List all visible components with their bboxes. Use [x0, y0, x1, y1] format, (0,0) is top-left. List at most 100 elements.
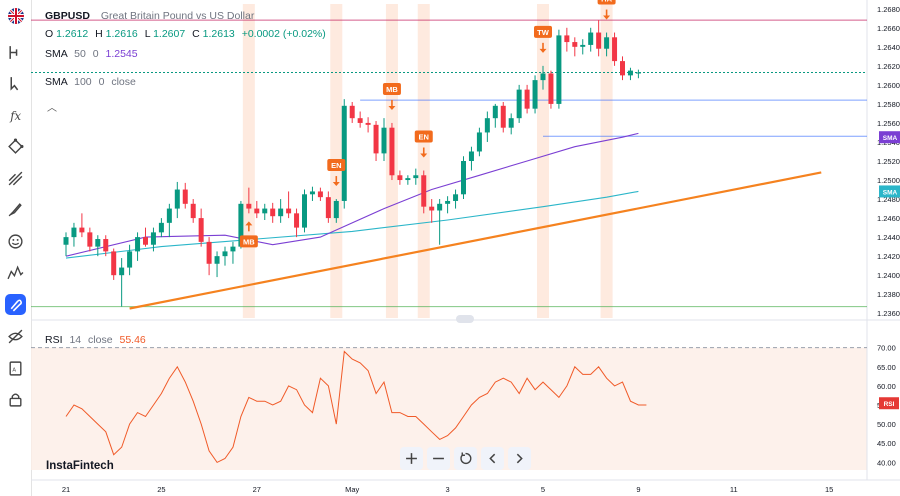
candle-body: [580, 44, 586, 47]
candle: [572, 37, 578, 57]
candle: [373, 121, 379, 161]
candle-body: [484, 118, 490, 133]
scroll-right-button[interactable]: [508, 447, 531, 470]
ruler-icon[interactable]: A: [5, 358, 26, 379]
patterns-icon[interactable]: [5, 262, 26, 283]
price-tick-label: 1.2500: [877, 176, 900, 185]
price-tick-label: 1.2520: [877, 157, 900, 166]
emoji-icon[interactable]: [5, 231, 26, 252]
symbol-legend: GBPUSD Great Britain Pound vs US Dollar: [45, 10, 254, 22]
price-tick-label: 1.2600: [877, 81, 900, 90]
scroll-left-button[interactable]: [481, 447, 504, 470]
candle: [468, 146, 474, 171]
marker-arrowhead: [420, 153, 428, 158]
zoom-in-button[interactable]: [400, 447, 423, 470]
marker-label: EN: [331, 161, 341, 170]
candle: [389, 122, 395, 181]
candle: [341, 99, 347, 209]
marker-label: TW: [537, 28, 550, 37]
candle-body: [317, 191, 323, 198]
sma50-price-tag-label-box: [879, 131, 900, 144]
candle: [143, 227, 148, 247]
candle: [635, 69, 641, 79]
marker-badge: [327, 159, 346, 172]
candle: [461, 156, 466, 200]
candle-body: [214, 256, 220, 264]
candle: [230, 241, 236, 264]
time-tick-label: 5: [541, 485, 545, 494]
candle-body: [198, 218, 204, 242]
low-value: 1.2607: [153, 28, 186, 40]
ticker: GBPUSD: [45, 10, 90, 22]
candle: [79, 213, 85, 238]
candle: [246, 187, 252, 214]
sma100-price-tag-label: SMA: [883, 189, 898, 196]
candle: [294, 208, 300, 238]
candle: [500, 102, 506, 133]
drawing-toolbar: fx A: [0, 0, 32, 496]
sma50-name: SMA: [45, 48, 68, 60]
cursor-icon[interactable]: [5, 73, 26, 94]
candle: [413, 168, 419, 185]
open-value: 1.2612: [56, 28, 89, 40]
candle: [429, 199, 435, 223]
high-label: H: [95, 28, 103, 40]
candle-body: [461, 161, 466, 195]
candle: [63, 232, 69, 257]
brush-icon[interactable]: [5, 199, 26, 220]
rsi-tick-label: 60.00: [877, 382, 896, 391]
candle: [71, 222, 77, 247]
candle: [588, 27, 594, 52]
candle-body: [476, 132, 482, 152]
rsi-value: 55.46: [119, 334, 146, 346]
candle-body: [262, 208, 268, 214]
sma100-legend[interactable]: SMA 100 0 close: [45, 76, 136, 88]
nodes-icon[interactable]: [5, 136, 26, 157]
candle: [87, 227, 93, 252]
candle-body: [357, 118, 363, 123]
candle-body: [87, 232, 93, 247]
candle-body: [500, 105, 506, 128]
rsi-legend[interactable]: RSI 14 close 55.46: [45, 334, 146, 346]
marker-badge: [597, 0, 616, 5]
candle: [222, 246, 228, 266]
zoom-out-button[interactable]: [427, 447, 450, 470]
candle: [166, 203, 172, 238]
candle: [158, 218, 164, 238]
marker-label: HA: [601, 0, 612, 4]
gb-flag-icon[interactable]: [8, 8, 24, 24]
signal-marker-mb: MB: [382, 82, 401, 110]
candle: [548, 70, 554, 109]
fx-icon[interactable]: fx: [5, 105, 26, 126]
candle-body: [516, 89, 522, 119]
marker-badge: [382, 82, 401, 95]
candle-body: [270, 208, 276, 217]
candle-body: [230, 246, 236, 252]
chart-canvas[interactable]: MB EN MB EN TW HA 1.2680 1.2660 1.2640 1.2620 1.2…: [31, 0, 900, 496]
time-tick-label: 9: [636, 485, 640, 494]
svg-text:A: A: [12, 368, 16, 374]
candle-body: [508, 118, 514, 128]
eye-off-icon[interactable]: [5, 326, 26, 347]
marker-arrowhead: [332, 182, 340, 187]
rsi-tick-label: 65.00: [877, 363, 896, 372]
crosshair-icon[interactable]: [5, 42, 26, 63]
candle-body: [492, 105, 498, 119]
marker-badge: [534, 25, 552, 38]
time-tick-label: May: [345, 485, 359, 494]
low-label: L: [144, 28, 151, 40]
candle-body: [635, 72, 641, 74]
candle-body: [572, 42, 578, 47]
collapse-chevron-icon[interactable]: ︿: [47, 103, 57, 114]
lock-icon[interactable]: [5, 389, 26, 410]
magnet-icon[interactable]: [5, 294, 26, 315]
fib-icon[interactable]: [5, 168, 26, 189]
price-tick-label: 1.2440: [877, 233, 900, 242]
sma50-legend[interactable]: SMA 50 0 1.2545: [45, 48, 138, 60]
candle-body: [278, 208, 284, 217]
candle: [317, 187, 323, 201]
reset-chart-button[interactable]: [454, 447, 477, 470]
marker-badge: [414, 130, 433, 143]
